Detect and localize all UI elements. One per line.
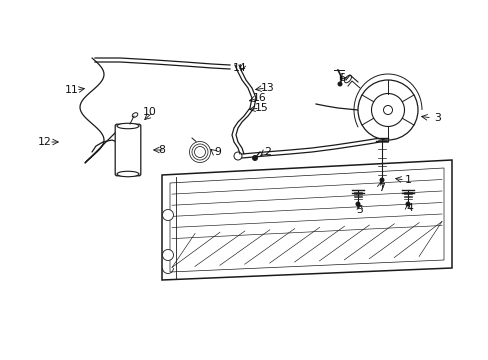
Circle shape xyxy=(337,81,342,86)
Circle shape xyxy=(355,202,360,207)
Text: 2: 2 xyxy=(264,147,271,157)
Circle shape xyxy=(162,210,173,220)
Text: 9: 9 xyxy=(214,147,221,157)
Text: 3: 3 xyxy=(434,113,441,123)
Text: 14: 14 xyxy=(233,63,246,73)
Circle shape xyxy=(383,105,392,114)
Text: 12: 12 xyxy=(38,137,52,147)
Circle shape xyxy=(371,94,404,126)
Ellipse shape xyxy=(117,171,139,177)
Ellipse shape xyxy=(117,123,139,129)
Circle shape xyxy=(162,249,173,261)
FancyBboxPatch shape xyxy=(115,124,141,176)
Text: 11: 11 xyxy=(65,85,79,95)
Text: 5: 5 xyxy=(356,205,363,215)
Text: 16: 16 xyxy=(253,93,266,103)
Text: 6: 6 xyxy=(338,73,345,83)
Text: 8: 8 xyxy=(158,145,165,155)
Circle shape xyxy=(405,202,409,207)
Text: 4: 4 xyxy=(406,203,412,213)
Text: 15: 15 xyxy=(255,103,268,113)
Text: 1: 1 xyxy=(404,175,410,185)
Circle shape xyxy=(251,155,258,161)
Circle shape xyxy=(379,177,384,183)
Text: 7: 7 xyxy=(378,183,385,193)
Text: 13: 13 xyxy=(261,83,274,93)
Circle shape xyxy=(357,80,417,140)
Text: 10: 10 xyxy=(143,107,157,117)
